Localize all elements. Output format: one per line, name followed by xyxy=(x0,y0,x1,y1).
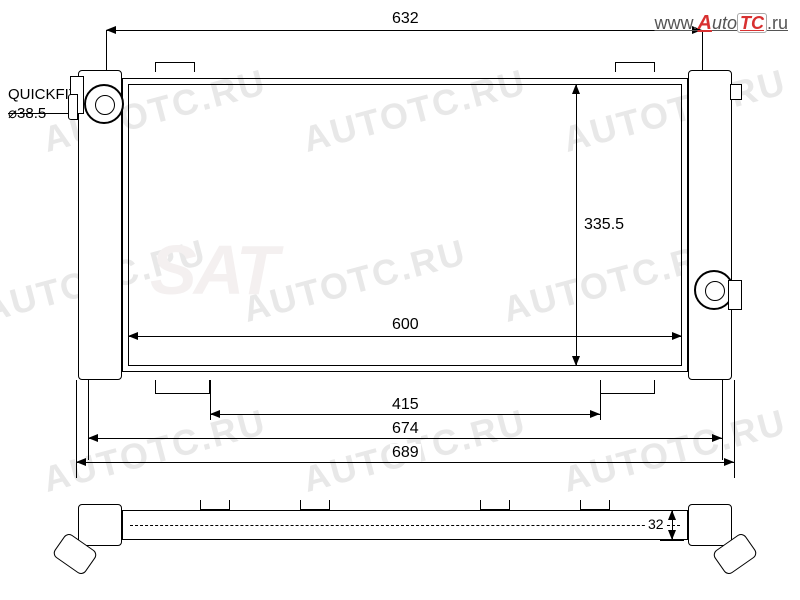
bracket xyxy=(155,380,210,394)
arrow-icon xyxy=(712,434,722,442)
ext-line xyxy=(660,540,684,541)
dash-line xyxy=(130,525,680,526)
dim-415: 415 xyxy=(390,396,421,414)
link-uto: uto xyxy=(712,13,737,33)
ext-line xyxy=(734,380,735,478)
ext-line xyxy=(88,380,89,460)
arrow-icon xyxy=(668,510,676,520)
bracket xyxy=(600,380,655,394)
dim-32: 32 xyxy=(646,516,666,532)
link-prefix: www. xyxy=(654,13,697,33)
bracket-top xyxy=(200,500,230,510)
arrow-icon xyxy=(724,458,734,466)
bracket-top xyxy=(580,500,610,510)
bracket-top xyxy=(480,500,510,510)
dim-600: 600 xyxy=(390,316,421,334)
arrow-icon xyxy=(76,458,86,466)
arrow-icon xyxy=(590,410,600,418)
ext-line xyxy=(8,113,68,114)
dim-line-415 xyxy=(210,414,600,415)
link-suffix: .ru xyxy=(767,13,788,33)
dim-line-height xyxy=(576,84,577,366)
dim-line-632 xyxy=(106,30,702,31)
right-small-port xyxy=(730,84,742,100)
bracket-top xyxy=(300,500,330,510)
dim-height: 335.5 xyxy=(582,216,626,234)
dim-632: 632 xyxy=(390,10,421,28)
quickfit-port xyxy=(68,94,78,120)
arrow-icon xyxy=(572,84,580,94)
ext-line xyxy=(660,510,684,511)
dim-line-674 xyxy=(88,438,722,439)
ext-line xyxy=(702,30,703,70)
bottom-right-tank xyxy=(688,504,732,546)
right-flange xyxy=(728,280,742,310)
dim-689: 689 xyxy=(390,444,421,462)
link-tc: TC xyxy=(737,13,767,33)
right-tank xyxy=(688,70,732,380)
top-hook xyxy=(615,62,655,72)
dim-674: 674 xyxy=(390,420,421,438)
top-hook xyxy=(155,62,195,72)
arrow-icon xyxy=(210,410,220,418)
arrow-icon xyxy=(128,332,138,340)
arrow-icon xyxy=(88,434,98,442)
arrow-icon xyxy=(106,26,116,34)
link-a: A xyxy=(698,12,712,34)
dim-line-689 xyxy=(76,462,734,463)
ext-line xyxy=(722,380,723,460)
ext-line xyxy=(600,380,601,420)
site-link[interactable]: www.AutoTC.ru xyxy=(654,12,788,35)
arrow-icon xyxy=(572,356,580,366)
left-port xyxy=(84,84,124,124)
arrow-icon xyxy=(668,530,676,540)
diagram-stage: 632 QUICKFIT ⌀38.5 335.5 600 415 674 xyxy=(0,0,800,600)
ext-line xyxy=(106,30,107,70)
arrow-icon xyxy=(672,332,682,340)
dim-line-600 xyxy=(128,336,682,337)
bottom-left-tank xyxy=(78,504,122,546)
